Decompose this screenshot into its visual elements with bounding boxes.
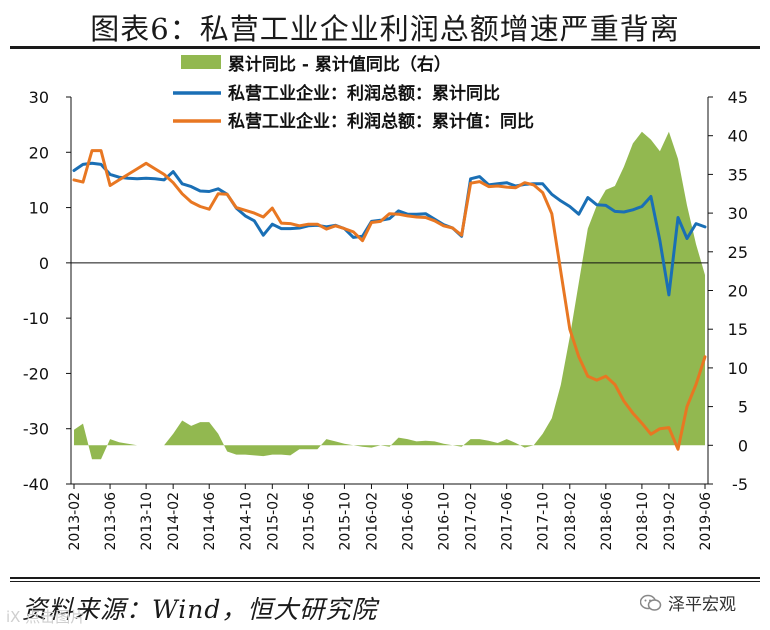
left-tick-label: -10 (23, 309, 49, 328)
x-tick-label: 2013-10 (139, 492, 155, 551)
legend-label-cum-yoy: 私营工业企业：利润总额：累计同比 (228, 83, 500, 104)
line-series-cum-value-yoy (72, 149, 707, 451)
x-tick-label: 2015-06 (301, 492, 317, 551)
right-tick-label: 45 (728, 88, 748, 107)
x-tick-label: 2016-06 (401, 492, 417, 551)
x-tick-label: 2015-02 (265, 492, 281, 551)
chart-canvas: 30 20 10 0 -10 -20 -30 -40 45 40 35 30 25 20 15 10 5 0 -5 2… (23, 54, 748, 551)
watermark: iX 点击图片 (6, 608, 86, 626)
x-tick-label: 2016-10 (437, 492, 453, 551)
x-tick-label: 2013-02 (67, 492, 83, 551)
left-tick-label: 10 (29, 199, 49, 218)
x-tick-label: 2016-02 (364, 492, 380, 551)
legend-label-cum-value-yoy: 私营工业企业：利润总额：累计值：同比 (228, 111, 534, 132)
right-tick-label: 15 (728, 320, 748, 339)
left-tick-label: 0 (39, 254, 49, 273)
left-tick-label: -30 (23, 420, 49, 439)
right-tick-label: 40 (728, 127, 748, 146)
x-tick-label: 2014-10 (238, 492, 254, 551)
brand-text: 泽平宏观 (668, 595, 736, 615)
title-rule (10, 46, 760, 49)
left-tick-label: 20 (29, 143, 49, 162)
x-tick-label: 2019-02 (662, 492, 678, 551)
legend-label-area: 累计同比 - 累计值同比（右） (228, 54, 451, 75)
left-tick-label: -20 (23, 364, 49, 383)
right-tick-label: 20 (728, 282, 748, 301)
x-tick-label: 2017-10 (536, 492, 552, 551)
chart-title: 图表6：私营工业企业利润总额增速严重背离 (90, 12, 680, 46)
x-tick-label: 2014-02 (166, 492, 182, 551)
x-tick-label: 2015-10 (337, 492, 353, 551)
area-series-diff (74, 131, 705, 460)
source-note: 资料来源：Wind，恒大研究院 (22, 595, 378, 624)
right-tick-label: 10 (728, 359, 748, 378)
x-tick-label: 2014-06 (202, 492, 218, 551)
brand-badge: 泽平宏观 (640, 590, 736, 615)
footer-rule-thin (10, 581, 760, 582)
right-tick-label: 25 (728, 243, 748, 262)
right-tick-label: 5 (738, 398, 748, 417)
left-tick-label: -40 (23, 475, 49, 494)
x-tick-label: 2013-06 (103, 492, 119, 551)
x-tick-label: 2017-02 (464, 492, 480, 551)
right-tick-label: 35 (728, 165, 748, 184)
legend-swatch-area (181, 55, 221, 69)
right-tick-label: 0 (738, 436, 748, 455)
left-tick-label: 30 (29, 88, 49, 107)
right-tick-label: -5 (732, 475, 748, 494)
x-tick-label: 2018-10 (635, 492, 651, 551)
line-series-cum-yoy (72, 161, 707, 297)
x-tick-label: 2018-02 (563, 492, 579, 551)
x-tick-label: 2017-06 (500, 492, 516, 551)
footer-rule (10, 577, 760, 579)
right-tick-label: 30 (728, 204, 748, 223)
wechat-icon (640, 594, 662, 611)
x-tick-label: 2019-06 (698, 492, 714, 551)
x-tick-label: 2018-06 (599, 492, 615, 551)
